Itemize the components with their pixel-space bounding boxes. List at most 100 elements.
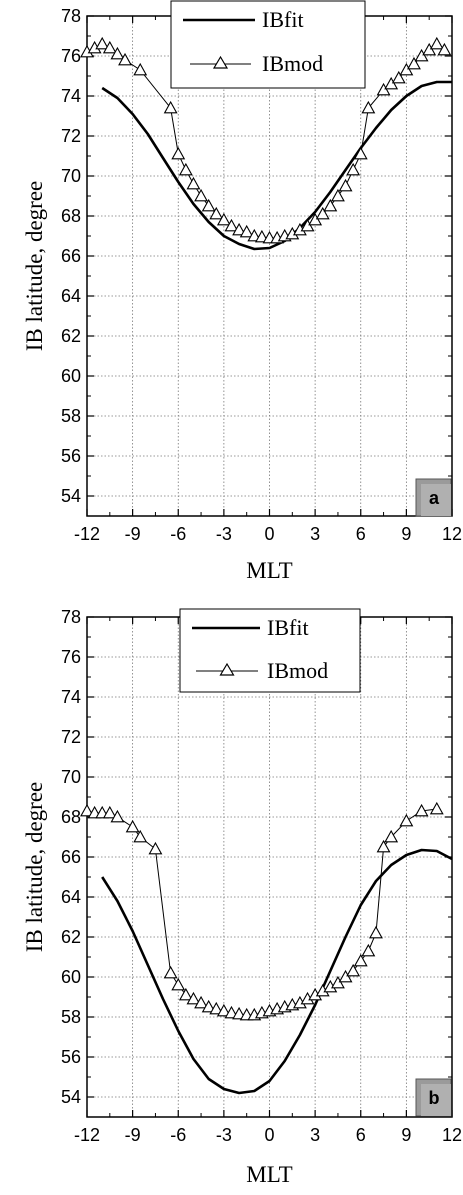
ibmod-point-b (178, 987, 193, 1001)
y-tick-label: 76 (61, 46, 81, 66)
ibmod-point-a (399, 62, 414, 76)
x-tick-label: -3 (216, 1125, 232, 1145)
ibmod-point-b (331, 975, 345, 989)
ibfit-line-b (101, 848, 453, 1095)
ibmod-point-a (102, 40, 117, 54)
y-axis-title-b: IB latitude, degree (22, 782, 47, 953)
ibmod-point-a (315, 206, 330, 220)
y-tick-label: 58 (61, 406, 81, 426)
ibmod-point-b (80, 803, 94, 817)
ibmod-point-b (361, 943, 376, 957)
y-tick-label: 56 (61, 446, 81, 466)
legend-ibfit-label-b: IBfit (267, 615, 309, 640)
ibmod-point-a (247, 228, 262, 242)
ibmod-point-a (346, 162, 361, 176)
x-tick-label: 3 (310, 1125, 320, 1145)
ibmod-point-a (391, 70, 406, 84)
x-tick-label: 6 (356, 1125, 366, 1145)
x-tick-label: -6 (170, 1125, 186, 1145)
x-tick-label: 3 (310, 524, 320, 544)
y-tick-label: 54 (61, 1087, 81, 1107)
y-tick-label: 66 (61, 847, 81, 867)
ibmod-point-b (201, 999, 216, 1013)
y-tick-label: 56 (61, 1047, 81, 1067)
ibmod-point-a (186, 176, 201, 190)
ibmod-point-a (300, 218, 315, 232)
ibmod-point-b (353, 953, 368, 967)
ticks-b: -12 -9 -6 -3 0 3 6 9 12 54 56 58 60 62 64 66 68 70 72 74 76 7… (61, 607, 462, 1145)
y-tick-label: 58 (61, 1007, 81, 1027)
x-tick-label: 0 (264, 524, 274, 544)
x-tick-label: -12 (74, 1125, 100, 1145)
legend-ibfit-label-a: IBfit (262, 7, 304, 32)
y-tick-label: 74 (61, 687, 81, 707)
ibmod-point-a (118, 52, 132, 66)
ibmod-point-a (422, 42, 437, 56)
y-tick-label: 68 (61, 206, 81, 226)
ibmod-point-a (133, 62, 148, 76)
y-tick-label: 72 (61, 126, 81, 146)
ibmod-point-a (331, 188, 345, 202)
panel-a: -12 -9 -6 -3 0 3 6 9 12 54 56 58 60 62 64 66 68 70 72 74 76 7… (22, 0, 462, 583)
x-tick-label: 9 (401, 524, 411, 544)
ibmod-point-b (369, 925, 383, 939)
ibmod-point-a (194, 188, 208, 202)
ibmod-point-b (194, 995, 208, 1009)
series-a (80, 36, 452, 251)
ibmod-point-b (110, 809, 125, 823)
panel-badge-b: b (415, 1078, 452, 1117)
x-tick-label: -6 (170, 524, 186, 544)
ibmod-point-a (384, 76, 399, 90)
ibmod-point-b (338, 969, 353, 983)
ibmod-point-b (216, 1003, 231, 1017)
ibmod-point-a (353, 146, 368, 160)
ibmod-point-b (171, 977, 186, 991)
ibmod-point-a (178, 162, 193, 176)
grid-a (87, 16, 452, 516)
ibmod-point-b (148, 841, 163, 855)
x-tick-label: 6 (356, 524, 366, 544)
panel-label-b: b (429, 1088, 440, 1108)
ibmod-point-b (414, 803, 429, 817)
legend-ibmod-label-b: IBmod (267, 658, 328, 683)
panel-label-a: a (429, 488, 440, 508)
ibmod-point-a (171, 146, 186, 160)
x-tick-label: 12 (442, 1125, 462, 1145)
x-tick-label: 12 (442, 524, 462, 544)
y-tick-label: 70 (61, 166, 81, 186)
ibmod-point-b (163, 965, 178, 979)
y-tick-label: 64 (61, 286, 81, 306)
x-tick-label: -3 (216, 524, 232, 544)
ibmod-point-a (323, 198, 338, 212)
grid-b (87, 617, 452, 1117)
y-tick-label: 72 (61, 727, 81, 747)
ibmod-point-a (201, 198, 216, 212)
ibmod-point-a (437, 42, 452, 56)
legend-box-a (170, 0, 366, 89)
y-tick-label: 68 (61, 807, 81, 827)
y-tick-label: 76 (61, 647, 81, 667)
y-tick-label: 60 (61, 366, 81, 386)
series-b (80, 801, 453, 1095)
y-tick-label: 74 (61, 86, 81, 106)
x-axis-title-b: MLT (246, 1162, 292, 1187)
y-tick-label: 70 (61, 767, 81, 787)
y-axis-title-a: IB latitude, degree (22, 181, 47, 352)
ibmod-point-a (407, 56, 421, 70)
y-tick-label: 54 (61, 486, 81, 506)
ibmod-point-a (216, 212, 231, 226)
y-tick-label: 64 (61, 887, 81, 907)
x-tick-label: 0 (264, 1125, 274, 1145)
panel-badge-a: a (415, 478, 452, 517)
x-axis-title-a: MLT (246, 558, 292, 583)
y-tick-label: 78 (61, 6, 81, 26)
ibmod-point-a (209, 206, 224, 220)
legend-a: IBfit IBmod (170, 0, 366, 89)
panel-b: -12 -9 -6 -3 0 3 6 9 12 54 56 58 60 62 64 66 68 70 72 74 76 7… (22, 607, 462, 1187)
ibmod-point-b (429, 801, 444, 815)
legend-ibmod-label-a: IBmod (262, 51, 323, 76)
legend-b: IBfit IBmod (179, 608, 361, 693)
legend-ibmod-marker-a (212, 55, 229, 69)
ibmod-point-a (163, 100, 178, 114)
